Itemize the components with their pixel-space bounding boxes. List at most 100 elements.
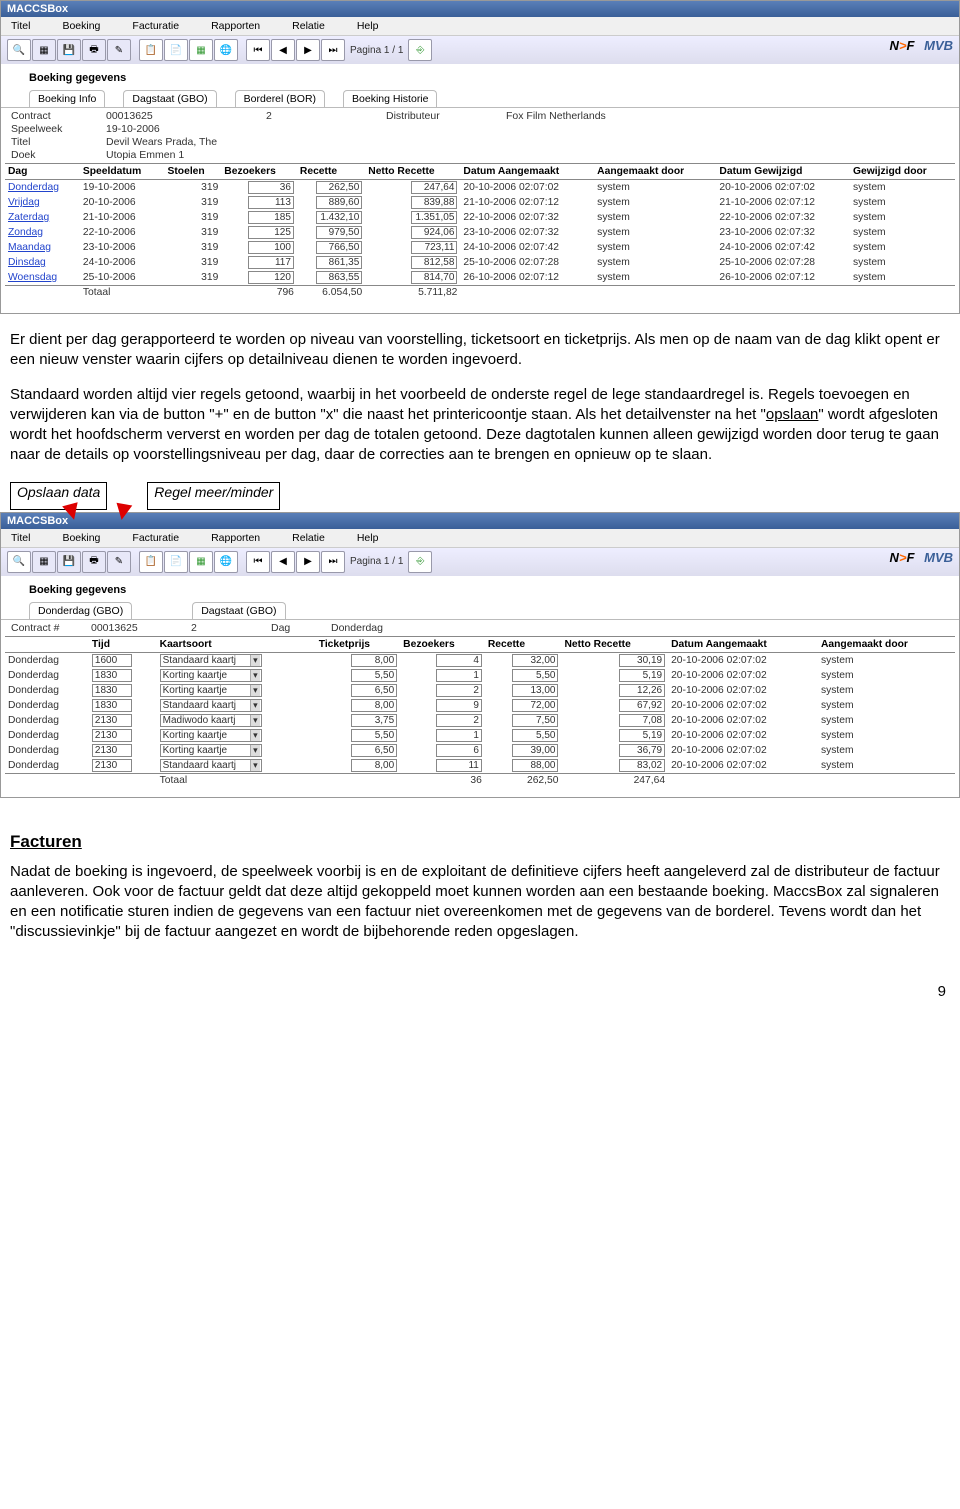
input-cell[interactable]: 32,00 [512, 654, 558, 667]
cell[interactable]: Dinsdag [5, 255, 80, 270]
cell[interactable]: 2130 [89, 758, 157, 774]
input-cell[interactable]: 5,50 [512, 729, 558, 742]
cell[interactable]: 262,50 [297, 180, 365, 196]
door-exit-icon[interactable]: ⎆ [408, 551, 432, 573]
cell[interactable]: 30,19 [561, 652, 668, 668]
cell[interactable]: 36,79 [561, 743, 668, 758]
menu-relatie[interactable]: Relatie [282, 17, 347, 35]
input-cell[interactable]: 36,79 [619, 744, 665, 757]
input-cell[interactable]: 247,64 [411, 181, 457, 194]
cell[interactable]: 8,00 [316, 652, 400, 668]
cell[interactable]: 1830 [89, 683, 157, 698]
input-cell[interactable]: 7,08 [619, 714, 665, 727]
input-cell[interactable]: 6,50 [351, 684, 397, 697]
input-cell[interactable]: 13,00 [512, 684, 558, 697]
cell[interactable]: 812,58 [365, 255, 460, 270]
input-cell[interactable]: 67,92 [619, 699, 665, 712]
input-cell[interactable]: 185 [248, 211, 294, 224]
tab-donderdag[interactable]: Donderdag (GBO) [29, 602, 132, 619]
cell[interactable]: 863,55 [297, 270, 365, 286]
kaartsoort-dropdown[interactable]: Madiwodo kaartj [160, 714, 262, 727]
input-cell[interactable]: 979,50 [316, 226, 362, 239]
tijd-input[interactable]: 1830 [92, 699, 132, 712]
tab-dagstaat[interactable]: Dagstaat (GBO) [192, 602, 285, 619]
input-cell[interactable]: 39,00 [512, 744, 558, 757]
cell[interactable]: Vrijdag [5, 195, 80, 210]
input-cell[interactable]: 6 [436, 744, 482, 757]
cell[interactable]: Korting kaartje [157, 668, 316, 683]
input-cell[interactable]: 6,50 [351, 744, 397, 757]
cell[interactable]: 1.432,10 [297, 210, 365, 225]
save-icon[interactable]: 💾 [57, 39, 81, 61]
tool-icon[interactable]: 🌐 [214, 551, 238, 573]
cell[interactable]: 2130 [89, 713, 157, 728]
menu-boeking[interactable]: Boeking [52, 529, 122, 547]
cell[interactable]: 6,50 [316, 743, 400, 758]
input-cell[interactable]: 36 [248, 181, 294, 194]
cell[interactable]: 1830 [89, 698, 157, 713]
tab-dagstaat[interactable]: Dagstaat (GBO) [123, 90, 216, 107]
cell[interactable]: 1600 [89, 652, 157, 668]
tijd-input[interactable]: 1600 [92, 654, 132, 667]
kaartsoort-dropdown[interactable]: Standaard kaartj [160, 759, 262, 772]
cell[interactable]: 67,92 [561, 698, 668, 713]
input-cell[interactable]: 100 [248, 241, 294, 254]
kaartsoort-dropdown[interactable]: Standaard kaartj [160, 699, 262, 712]
cell[interactable]: 6,50 [316, 683, 400, 698]
input-cell[interactable]: 8,00 [351, 699, 397, 712]
next-page-icon[interactable]: ▶ [296, 39, 320, 61]
cell[interactable]: 1 [400, 728, 485, 743]
input-cell[interactable]: 5,50 [512, 669, 558, 682]
cell[interactable]: 5,50 [485, 728, 562, 743]
cell[interactable]: 5,19 [561, 668, 668, 683]
input-cell[interactable]: 5,50 [351, 729, 397, 742]
cell[interactable]: 117 [221, 255, 297, 270]
cell[interactable]: Standaard kaartj [157, 758, 316, 774]
add-icon[interactable]: ✎ [107, 551, 131, 573]
tool-icon[interactable]: 🌐 [214, 39, 238, 61]
door-exit-icon[interactable]: ⎆ [408, 39, 432, 61]
cell[interactable]: 125 [221, 225, 297, 240]
prev-page-icon[interactable]: ◀ [271, 39, 295, 61]
input-cell[interactable]: 839,88 [411, 196, 457, 209]
last-page-icon[interactable]: ⏭ [321, 551, 345, 573]
menu-facturatie[interactable]: Facturatie [122, 17, 201, 35]
cell[interactable]: 5,50 [316, 668, 400, 683]
tab-boeking-info[interactable]: Boeking Info [29, 90, 105, 107]
print-icon[interactable]: 🖶 [82, 39, 106, 61]
cell[interactable]: 12,26 [561, 683, 668, 698]
tijd-input[interactable]: 2130 [92, 729, 132, 742]
cell[interactable]: 4 [400, 652, 485, 668]
input-cell[interactable]: 2 [436, 684, 482, 697]
tijd-input[interactable]: 2130 [92, 744, 132, 757]
input-cell[interactable]: 5,50 [351, 669, 397, 682]
input-cell[interactable]: 723,11 [411, 241, 457, 254]
cell[interactable]: Standaard kaartj [157, 698, 316, 713]
cell[interactable]: 32,00 [485, 652, 562, 668]
input-cell[interactable]: 3,75 [351, 714, 397, 727]
tool-icon[interactable]: ✎ [107, 39, 131, 61]
cell[interactable]: 766,50 [297, 240, 365, 255]
cell[interactable]: 924,06 [365, 225, 460, 240]
cell[interactable]: 1 [400, 668, 485, 683]
input-cell[interactable]: 125 [248, 226, 294, 239]
menu-titel[interactable]: Titel [1, 17, 52, 35]
cell[interactable]: 5,50 [316, 728, 400, 743]
cell[interactable]: 8,00 [316, 758, 400, 774]
kaartsoort-dropdown[interactable]: Korting kaartje [160, 669, 262, 682]
save-icon[interactable]: 💾 [57, 551, 81, 573]
input-cell[interactable]: 30,19 [619, 654, 665, 667]
input-cell[interactable]: 88,00 [512, 759, 558, 772]
cell[interactable]: 113 [221, 195, 297, 210]
input-cell[interactable]: 814,70 [411, 271, 457, 284]
input-cell[interactable]: 1 [436, 669, 482, 682]
cell[interactable]: 2130 [89, 743, 157, 758]
cell[interactable]: 36 [221, 180, 297, 196]
next-page-icon[interactable]: ▶ [296, 551, 320, 573]
cell[interactable]: 2130 [89, 728, 157, 743]
excel-icon[interactable]: ▦ [189, 551, 213, 573]
cell[interactable]: 814,70 [365, 270, 460, 286]
cell[interactable]: 120 [221, 270, 297, 286]
clipboard-icon[interactable]: 📋 [139, 39, 163, 61]
cell[interactable]: Zondag [5, 225, 80, 240]
